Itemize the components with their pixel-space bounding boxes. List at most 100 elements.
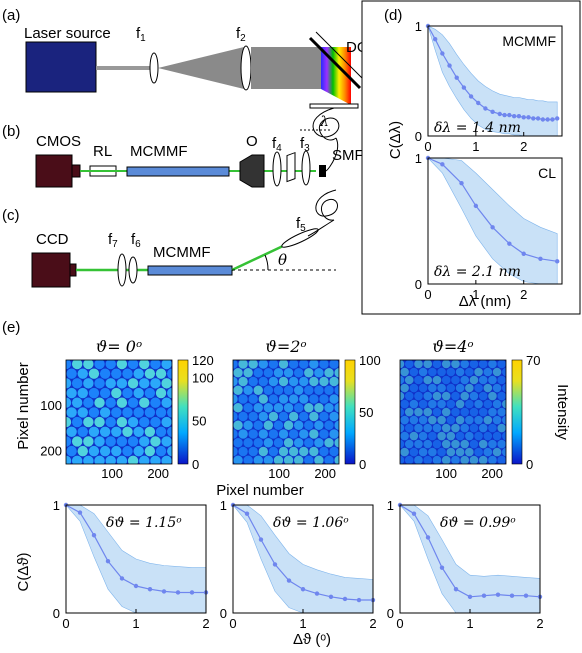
fiber-core xyxy=(414,439,423,449)
data-point xyxy=(538,256,543,261)
fiber-core xyxy=(238,394,248,404)
objective-label: O xyxy=(246,133,258,150)
image-x-tick: 200 xyxy=(147,466,169,481)
image-content xyxy=(233,360,339,473)
svg-text:f5: f5 xyxy=(296,215,306,234)
colorbar-tick: 50 xyxy=(192,414,206,429)
fiber-core xyxy=(278,446,289,457)
fiber-core xyxy=(238,464,247,473)
y-tick-label: 0 xyxy=(53,606,60,621)
fiber-core xyxy=(441,423,451,433)
data-point xyxy=(161,589,167,594)
fiber-core xyxy=(437,399,446,409)
fiber-core xyxy=(88,445,100,457)
fiber-core xyxy=(441,407,451,417)
resolution-label: δλ = 1.4 nm xyxy=(434,120,521,136)
fiber-core xyxy=(474,431,483,441)
fiber-core xyxy=(238,376,248,387)
data-point xyxy=(440,162,445,167)
colorbar xyxy=(344,359,356,465)
y-tick-label: 1 xyxy=(387,498,394,513)
fiber-core xyxy=(400,383,409,393)
fiber-core xyxy=(167,407,172,418)
fiber-core xyxy=(248,446,258,457)
mcmmf-fiber-b xyxy=(126,166,230,177)
fiber-core xyxy=(99,445,111,457)
fiber-core xyxy=(437,367,446,377)
resolution-label: δϑ = 1.15ᵒ xyxy=(106,515,182,531)
x-tick-label: 2 xyxy=(520,139,527,154)
fiber-core xyxy=(441,391,451,401)
fiber-core xyxy=(289,464,298,473)
data-point xyxy=(468,94,474,99)
fiber-core xyxy=(161,436,172,447)
fiber-core xyxy=(304,438,314,448)
fiber-core xyxy=(233,420,243,430)
fiber-core xyxy=(99,426,111,437)
image-frame xyxy=(65,359,173,465)
panel-a: (a) Laser source f1 f2 DG λ xyxy=(2,7,369,131)
smf-coil-b xyxy=(312,107,340,172)
fiber-core xyxy=(83,397,94,408)
fiber-core xyxy=(460,423,470,433)
fiber-core xyxy=(314,455,324,464)
data-point xyxy=(454,75,459,80)
fiber-core xyxy=(437,447,446,457)
fiber-core xyxy=(309,376,319,387)
data-point xyxy=(502,112,507,118)
data-point xyxy=(272,562,278,567)
fiber-core xyxy=(437,415,446,425)
fiber-core xyxy=(258,360,269,369)
fiber-core xyxy=(492,367,502,377)
fiber-core xyxy=(273,420,284,430)
data-point xyxy=(286,578,292,583)
data-point xyxy=(189,590,195,595)
svg-text:f6: f6 xyxy=(131,231,141,250)
laser-source-label: Laser source xyxy=(24,25,111,42)
fiber-core xyxy=(127,416,139,428)
fiber-core xyxy=(319,411,329,422)
intensity-label: Intensity xyxy=(554,384,571,440)
data-point xyxy=(521,251,526,256)
fiber-core xyxy=(268,360,279,369)
cmos-camera xyxy=(35,154,73,188)
fiber-core xyxy=(432,407,442,417)
fiber-core xyxy=(460,455,470,464)
fiber-core xyxy=(432,360,442,369)
fiber-core xyxy=(423,455,433,464)
fiber-core xyxy=(451,423,460,433)
f2-label: f xyxy=(236,25,241,42)
fiber-core xyxy=(446,367,456,377)
fiber-core xyxy=(133,465,143,475)
fiber-core xyxy=(77,387,88,399)
data-point xyxy=(440,51,445,56)
fiber-core xyxy=(288,429,299,439)
data-point xyxy=(555,259,560,264)
data-point xyxy=(461,85,467,90)
data-point xyxy=(105,558,111,564)
f3-label: f xyxy=(300,135,305,152)
fiber-core xyxy=(409,431,419,441)
fiber-core xyxy=(483,367,493,377)
fiber-core xyxy=(268,376,279,387)
colorbar-tick: 0 xyxy=(526,457,533,472)
svg-text:f3: f3 xyxy=(300,135,310,154)
data-point xyxy=(473,203,479,209)
fiber-core xyxy=(309,429,319,439)
fiber-core xyxy=(469,375,479,385)
fiber-core xyxy=(488,455,497,464)
fiber-core xyxy=(329,394,339,404)
fiber-core xyxy=(304,420,314,430)
fiber-core xyxy=(89,465,99,475)
fiber-core xyxy=(428,367,437,377)
fiber-core xyxy=(309,394,319,404)
fiber-core xyxy=(233,385,243,395)
fiber-core xyxy=(253,385,263,395)
fiber-core xyxy=(400,367,409,377)
fiber-core xyxy=(324,438,334,448)
fiber-core xyxy=(432,391,442,401)
fiber-core xyxy=(404,391,414,401)
fiber-core xyxy=(111,368,122,379)
fiber-core xyxy=(273,438,284,448)
fiber-core xyxy=(144,387,156,399)
